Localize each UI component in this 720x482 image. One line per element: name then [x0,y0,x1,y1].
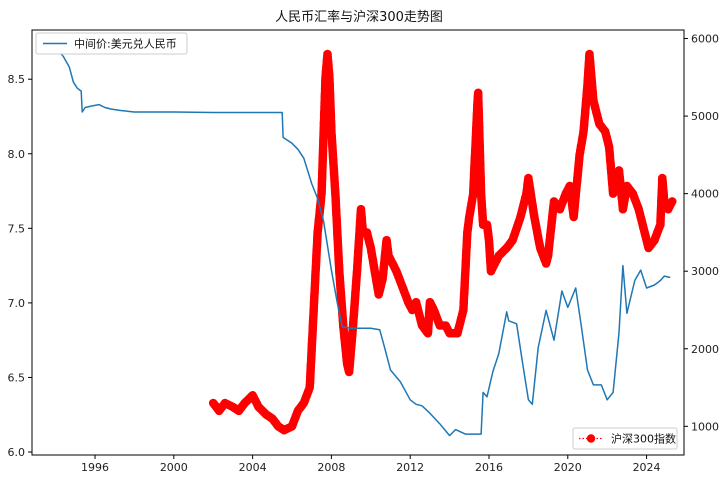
x-tick-label: 2016 [475,461,503,474]
y-right-tick-label: 1000 [691,420,719,433]
x-axis: 1996 2000 2004 2008 2012 2016 2020 2024 [81,455,661,474]
y-right-tick-label: 4000 [691,188,719,201]
x-tick-label: 2004 [239,461,267,474]
legend-top-left-box [35,32,188,55]
x-tick-label: 2012 [396,461,424,474]
y-left-tick-label: 6.0 [8,446,26,459]
x-tick-label: 2024 [633,461,661,474]
series-hs300 [208,49,677,435]
y-right-tick-label: 5000 [691,110,719,123]
y-left-tick-label: 7.5 [8,222,26,235]
y-right-tick-label: 6000 [691,33,719,46]
chart-title: 人民币汇率与沪深300走势图 [275,9,443,25]
legend-label-fx: 中间价:美元兑人民币 [74,37,177,51]
x-tick-label: 2000 [160,461,188,474]
y-left-tick-label: 8.5 [8,73,26,86]
y-right-tick-label: 2000 [691,343,719,356]
x-tick-label: 2020 [554,461,582,474]
legend-bottom-right-box [572,427,678,450]
x-tick-label: 2008 [317,461,345,474]
legend-swatch-hs300-marker [586,434,596,443]
y-axis-right: 1000 2000 3000 4000 5000 6000 [684,33,719,433]
y-left-tick-label: 6.5 [8,371,26,384]
legend-label-hs300: 沪深300指数 [611,432,676,446]
legend-top-left: 中间价:美元兑人民币 [35,32,188,55]
hs300-point [667,197,677,206]
plot-area-frame [31,29,685,456]
legend-bottom-right: 沪深300指数 [572,427,678,450]
series-fx-rate-line [55,45,671,437]
x-tick-label: 1996 [81,461,109,474]
y-right-tick-label: 3000 [691,265,719,278]
y-left-tick-label: 8.0 [8,148,26,161]
y-axis-left: 6.0 6.5 7.0 7.5 8.0 8.5 [8,73,32,459]
y-left-tick-label: 7.0 [8,297,26,310]
series-layer [55,45,677,437]
